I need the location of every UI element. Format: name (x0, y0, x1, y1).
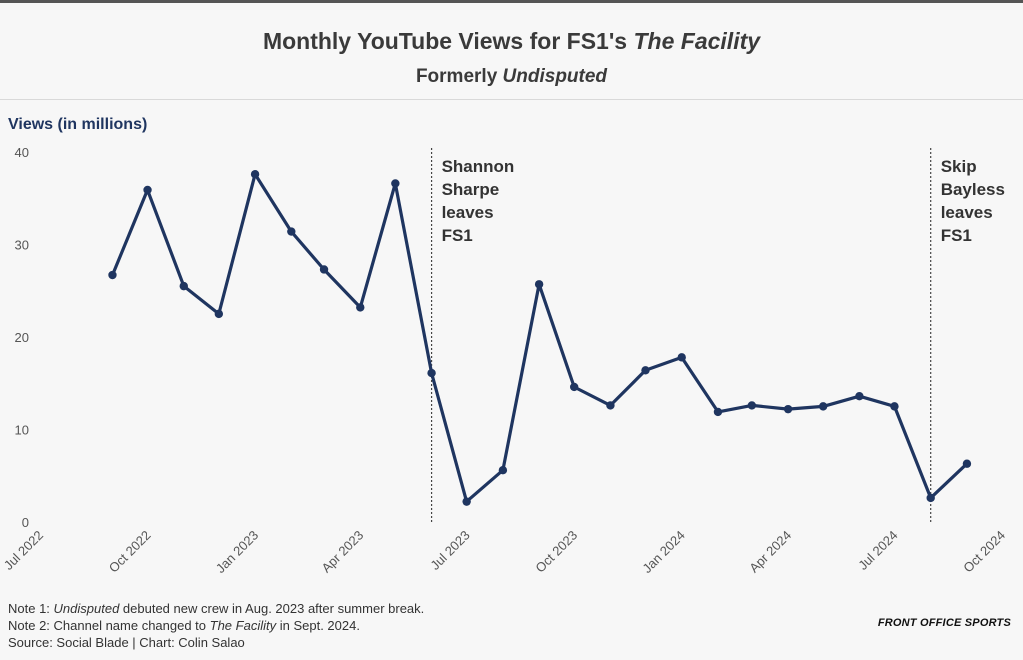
annotation-text: Shannon (442, 157, 515, 176)
data-point (855, 392, 863, 400)
annotation-text: FS1 (941, 226, 972, 245)
data-point (714, 408, 722, 416)
y-tick-label: 10 (15, 423, 29, 438)
note-1: Note 1: Undisputed debuted new crew in A… (8, 600, 424, 617)
data-point (143, 186, 151, 194)
annotation-text: leaves (941, 203, 993, 222)
x-tick-label: Jul 2023 (427, 528, 472, 573)
data-point (890, 402, 898, 410)
x-tick-label: Apr 2023 (318, 528, 366, 576)
data-point (180, 282, 188, 290)
data-point (427, 369, 435, 377)
x-tick-label: Oct 2024 (960, 528, 1008, 576)
data-point (606, 401, 614, 409)
x-tick-label: Jan 2024 (639, 528, 687, 576)
series-line (113, 174, 967, 501)
data-point (784, 405, 792, 413)
line-chart: 0 10 20 30 40 Jul 2022 Oct 2022 Jan 2023 Apr 20… (0, 0, 1023, 600)
x-tick-label: Apr 2024 (746, 528, 794, 576)
source-credit: Source: Social Blade | Chart: Colin Sala… (8, 634, 424, 651)
data-point (391, 179, 399, 187)
annotation-text: Skip (941, 157, 977, 176)
data-point (356, 303, 364, 311)
data-point (641, 366, 649, 374)
annotation-text: Sharpe (442, 180, 500, 199)
annotation-text: FS1 (442, 226, 473, 245)
x-tick-label: Jul 2024 (855, 528, 900, 573)
data-point (499, 466, 507, 474)
note-2: Note 2: Channel name changed to The Faci… (8, 617, 424, 634)
y-tick-label: 0 (22, 515, 29, 530)
x-axis-ticks: Jul 2022 Oct 2022 Jan 2023 Apr 2023 Jul 2023… (1, 528, 1008, 576)
data-point (215, 310, 223, 318)
y-tick-label: 40 (15, 145, 29, 160)
x-tick-label: Oct 2023 (532, 528, 580, 576)
data-point (819, 402, 827, 410)
data-point (251, 170, 259, 178)
x-tick-label: Jan 2023 (213, 528, 261, 576)
y-axis-ticks: 0 10 20 30 40 (15, 145, 29, 530)
data-point (108, 271, 116, 279)
data-point (287, 227, 295, 235)
data-point (462, 497, 470, 505)
annotation-text: leaves (442, 203, 494, 222)
x-tick-label: Oct 2022 (106, 528, 154, 576)
y-tick-label: 30 (15, 238, 29, 253)
data-point (535, 280, 543, 288)
footnotes: Note 1: Undisputed debuted new crew in A… (8, 600, 424, 651)
y-tick-label: 20 (15, 330, 29, 345)
data-point (320, 265, 328, 273)
data-point (570, 383, 578, 391)
brand-logo: FRONT OFFICE SPORTS (878, 617, 1011, 629)
data-point (678, 353, 686, 361)
x-tick-label: Jul 2022 (1, 528, 46, 573)
data-point (748, 401, 756, 409)
data-point (926, 494, 934, 502)
series-views (108, 170, 971, 506)
data-point (963, 460, 971, 468)
annotation-text: Bayless (941, 180, 1005, 199)
